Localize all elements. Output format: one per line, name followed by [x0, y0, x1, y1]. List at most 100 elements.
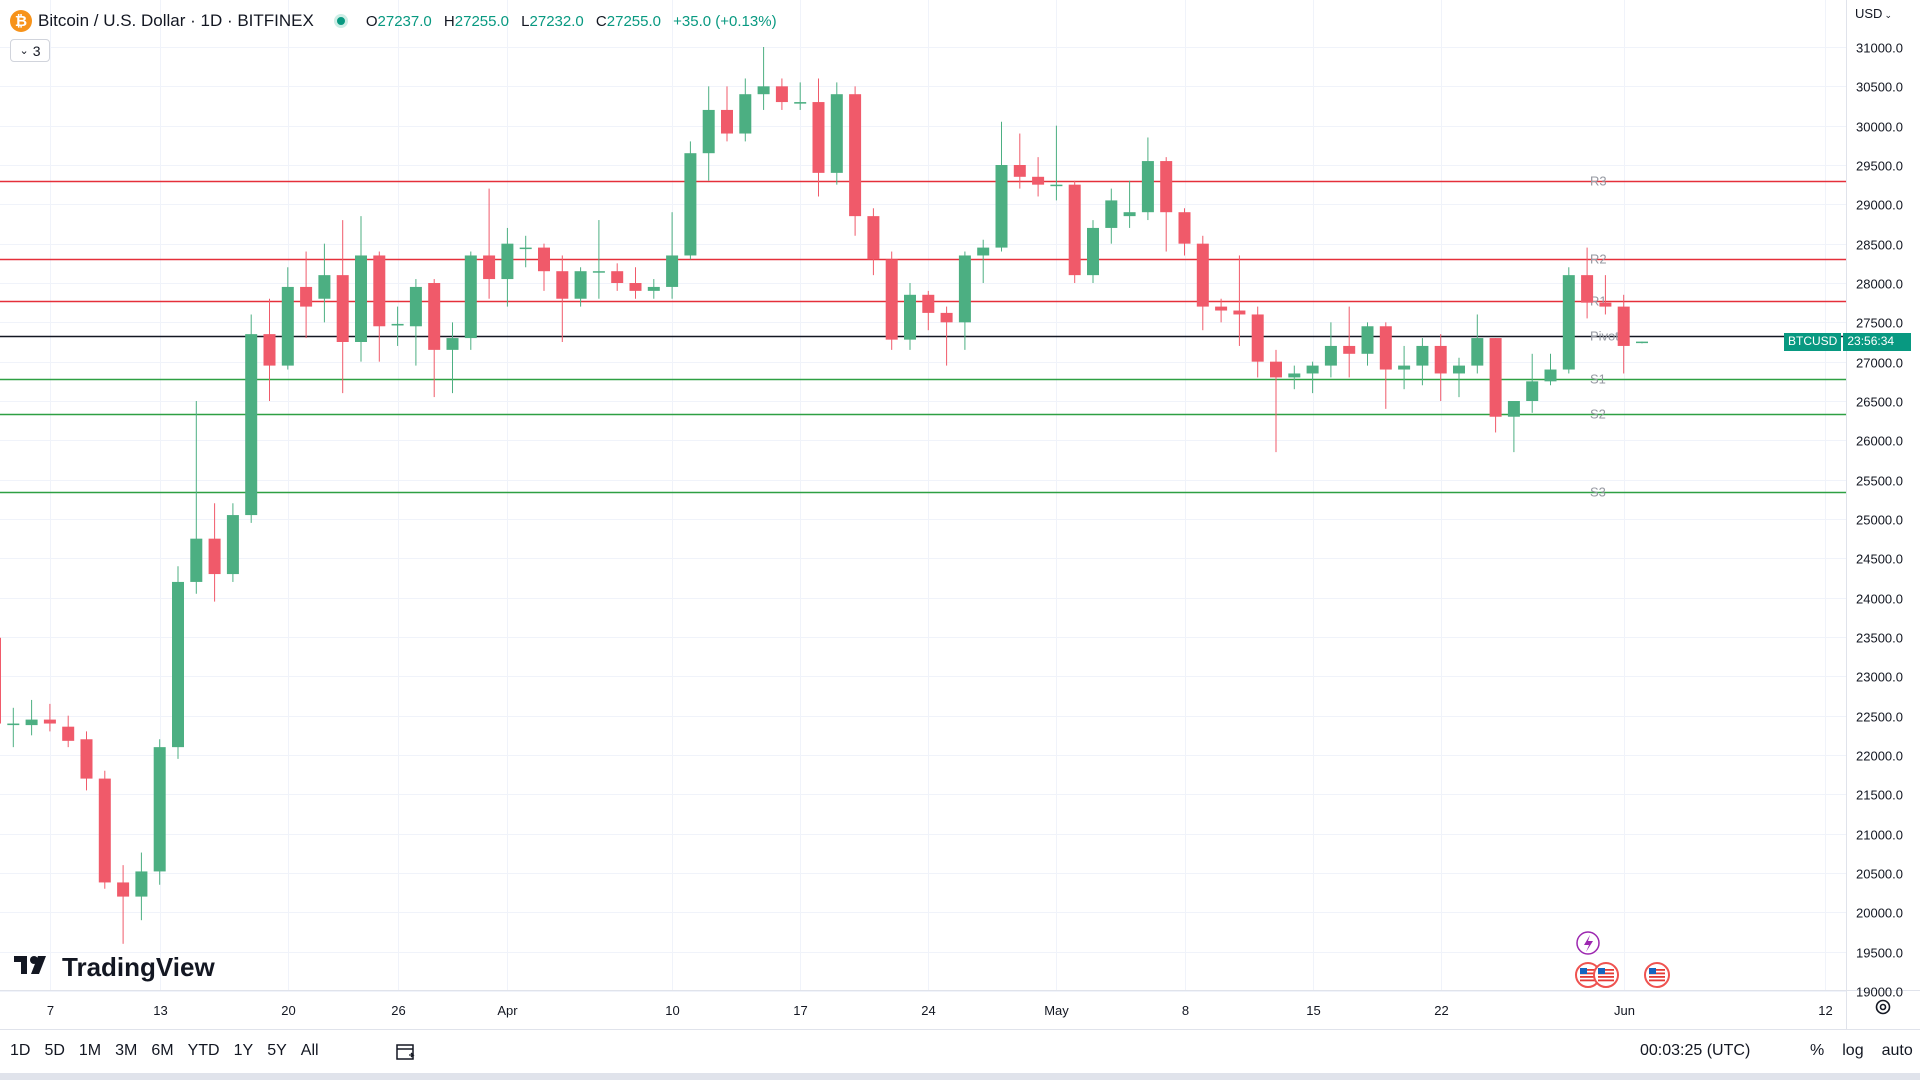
range-ytd-button[interactable]: YTD	[187, 1042, 220, 1059]
auto-scale-toggle[interactable]: auto	[1881, 1042, 1913, 1059]
candle-body	[464, 255, 477, 339]
price-axis[interactable]: 31000.0 30500.0 30000.0 29500.0 29000.0 28500…	[1856, 41, 1903, 1000]
range-1y-button[interactable]: 1Y	[233, 1042, 254, 1059]
scale-options: % log auto	[1792, 1042, 1913, 1060]
currency-selector[interactable]: USD ⌄	[1855, 6, 1892, 21]
utc-clock[interactable]: 00:03:25 (UTC)	[1640, 1042, 1751, 1059]
candle	[1270, 349, 1282, 453]
price-axis-label: 24000.0	[1856, 592, 1903, 607]
candle-body	[867, 216, 880, 260]
time-axis-label: Jun	[1614, 1003, 1635, 1018]
candle-body	[1343, 345, 1356, 354]
range-all-button[interactable]: All	[300, 1042, 319, 1059]
ohlc-high-value: 27255.0	[454, 12, 509, 30]
candle-body	[885, 259, 898, 340]
candle-body	[1270, 361, 1282, 378]
candle-body	[281, 286, 294, 366]
candle-body	[1544, 369, 1557, 382]
candle-body	[684, 153, 697, 256]
candle	[1562, 267, 1575, 374]
candle	[684, 141, 697, 260]
candle-body	[830, 94, 843, 173]
candle	[1068, 180, 1081, 283]
candle	[135, 852, 148, 921]
candle-body	[483, 255, 496, 280]
candle	[1379, 322, 1392, 409]
candle	[98, 770, 111, 889]
time-axis-label: 13	[153, 1003, 167, 1018]
candle	[0, 637, 1, 724]
candle	[1617, 294, 1630, 374]
candle	[483, 188, 496, 299]
candle	[43, 703, 56, 732]
candle-body	[1233, 310, 1246, 315]
ohlc-low-value: 27232.0	[529, 12, 584, 30]
us-economic-event-flag-icon[interactable]	[1593, 962, 1619, 988]
goto-date-calendar-icon[interactable]	[395, 1042, 417, 1062]
candle-body	[153, 747, 166, 872]
candle-body	[1251, 314, 1264, 362]
time-axis-label: 24	[921, 1003, 935, 1018]
candle	[794, 82, 807, 110]
range-5d-button[interactable]: 5D	[44, 1042, 65, 1059]
indicator-count: 3	[32, 42, 41, 59]
candle	[592, 220, 605, 299]
price-axis-label: 22500.0	[1856, 710, 1903, 725]
price-axis-label: 24500.0	[1856, 552, 1903, 567]
percent-scale-toggle[interactable]: %	[1810, 1042, 1825, 1059]
price-axis-label: 30500.0	[1856, 80, 1903, 95]
candle-body	[1562, 275, 1575, 370]
range-6m-button[interactable]: 6M	[151, 1042, 174, 1059]
price-axis-label: 29500.0	[1856, 159, 1903, 174]
chevron-down-icon: ⌄	[19, 45, 29, 57]
candle	[1453, 357, 1465, 398]
range-1m-button[interactable]: 1M	[78, 1042, 102, 1059]
candle	[849, 86, 862, 236]
range-5y-button[interactable]: 5Y	[267, 1042, 287, 1059]
candle-body	[904, 294, 916, 340]
candle-body	[1599, 302, 1612, 307]
log-scale-toggle[interactable]: log	[1842, 1042, 1864, 1059]
candle-body	[300, 286, 313, 307]
ohlc-high-key: H	[443, 12, 455, 30]
tradingview-logo[interactable]: TradingView	[14, 952, 215, 983]
symbol-title[interactable]: Bitcoin / U.S. Dollar · 1D · BITFINEX	[38, 11, 314, 30]
candle-body	[117, 882, 130, 897]
indicators-toggle-button[interactable]: ⌄ 3	[10, 39, 50, 62]
price-axis-label: 20000.0	[1856, 906, 1903, 921]
candle	[1398, 345, 1411, 390]
candle	[1489, 338, 1502, 433]
candle	[208, 503, 221, 602]
candle	[172, 566, 184, 759]
candle-body	[1087, 227, 1099, 276]
price-axis-label: 22000.0	[1856, 749, 1903, 764]
candle-body	[43, 719, 56, 724]
candle	[153, 739, 166, 885]
candle	[940, 306, 953, 366]
candle	[1599, 275, 1612, 315]
candle-body	[62, 726, 75, 741]
settings-gear-icon[interactable]	[1874, 998, 1892, 1021]
time-axis[interactable]: 7 13 20 26 Apr 10 17 24 May 8 15 22 Jun 12	[47, 1003, 1833, 1018]
range-1d-button[interactable]: 1D	[10, 1042, 31, 1059]
us-economic-event-flag-icon[interactable]	[1644, 962, 1670, 988]
candle	[556, 255, 569, 342]
candle-body	[1068, 184, 1081, 276]
time-axis-label: 10	[665, 1003, 679, 1018]
candle-body	[702, 109, 715, 154]
candle-body	[574, 271, 587, 299]
candle	[739, 78, 752, 142]
candle	[1105, 188, 1118, 244]
candle	[318, 243, 331, 323]
candle	[409, 279, 422, 366]
tradingview-mark-icon	[14, 952, 54, 983]
candle-body	[1306, 365, 1319, 374]
price-axis-label: 25000.0	[1856, 513, 1903, 528]
lightning-event-icon[interactable]	[1576, 931, 1600, 955]
candle-body	[208, 538, 221, 575]
range-3m-button[interactable]: 3M	[115, 1042, 138, 1059]
candle-body	[501, 243, 514, 280]
candle	[1032, 157, 1045, 197]
candle	[1178, 208, 1191, 256]
